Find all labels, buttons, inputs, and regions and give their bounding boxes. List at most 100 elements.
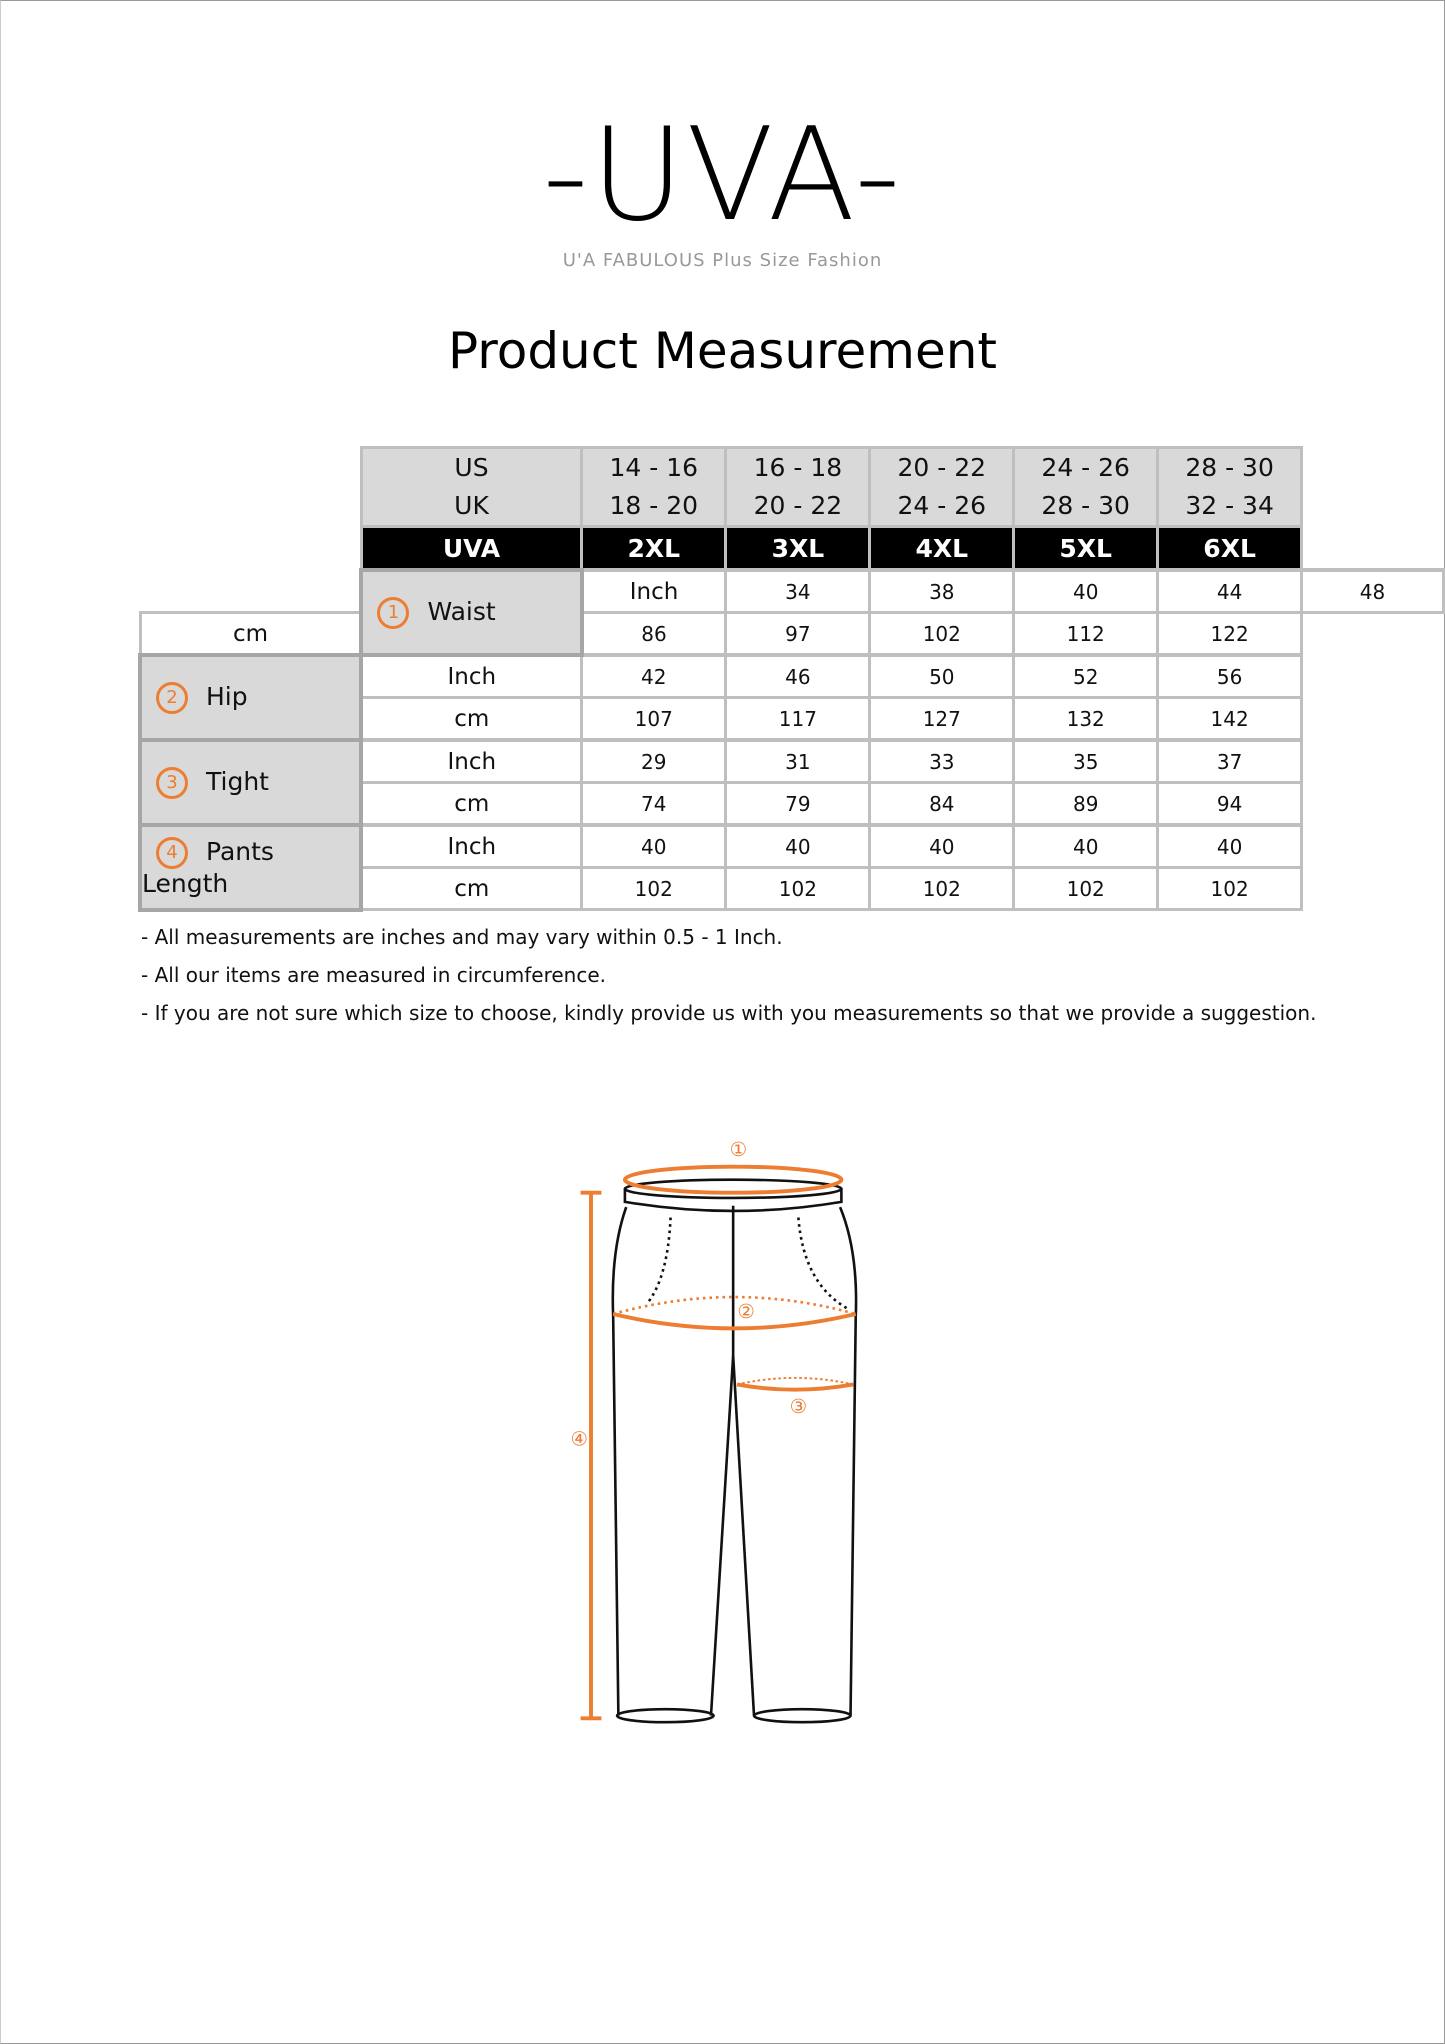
measure-row-cm: cm 102 102 102 102 102 — [140, 866, 1444, 911]
value-cm: 102 — [868, 866, 1016, 911]
uk-size: 20 - 22 — [753, 491, 843, 520]
right-hem — [752, 1707, 852, 1724]
value-inch-text: 40 — [929, 834, 955, 859]
value-inch: 33 — [868, 738, 1016, 784]
value-inch-text: 35 — [1072, 749, 1099, 774]
us-size: 24 - 26 — [1041, 453, 1130, 482]
value-inch: 40 — [724, 823, 872, 869]
value-inch-text: 48 — [1359, 579, 1386, 604]
measure-row-inch: 4 Pants Length Inch 40 40 40 40 40 — [137, 823, 1444, 912]
value-inch: 29 — [580, 738, 728, 784]
unit-inch-text: Inch — [447, 833, 497, 860]
number-badge-icon: 4 — [156, 836, 188, 869]
value-inch: 40 — [1012, 823, 1160, 869]
value-inch: 37 — [1156, 738, 1304, 784]
value-cm-text: 107 — [634, 706, 673, 731]
measure-label: 4 Pants Length — [137, 823, 364, 912]
value-cm-text: 117 — [778, 706, 817, 731]
unit-cm: cm — [359, 866, 584, 911]
measure-row-cm: cm 74 79 84 89 94 — [140, 781, 1444, 827]
value-cm: 132 — [1012, 696, 1160, 742]
uva-size: 2XL — [580, 526, 728, 570]
value-cm-text: 127 — [922, 706, 961, 731]
value-cm-text: 102 — [922, 876, 961, 901]
waist-mark — [622, 1164, 844, 1195]
measure-name: Waist — [427, 596, 496, 626]
value-cm: 84 — [868, 781, 1016, 827]
measure-marks — [580, 1164, 857, 1721]
value-inch-text: 29 — [641, 749, 667, 774]
value-cm: 122 — [1156, 611, 1304, 657]
value-cm-text: 94 — [1216, 791, 1243, 816]
value-inch: 50 — [868, 653, 1016, 699]
header-row: US UK 14 - 16 18 - 20 16 - 18 20 - 22 20 - 22 2… — [140, 446, 1444, 528]
pants-outline — [611, 1178, 858, 1724]
value-inch: 46 — [724, 653, 872, 699]
value-cm-text: 132 — [1066, 706, 1105, 731]
thigh-mark — [736, 1382, 854, 1392]
value-cm-text: 142 — [1210, 706, 1249, 731]
value-cm: 79 — [724, 781, 872, 827]
value-cm: 74 — [580, 781, 728, 827]
measure-label: 3 Tight — [137, 738, 364, 827]
value-cm: 102 — [724, 866, 872, 911]
value-cm-text: 102 — [1066, 876, 1105, 901]
us-size: 16 - 18 — [753, 453, 843, 482]
value-inch: 40 — [580, 823, 728, 869]
uk-label: UK — [454, 491, 489, 520]
value-cm-text: 102 — [1210, 876, 1249, 901]
marker-4: ④ — [570, 1428, 588, 1451]
uva-row: UVA 2XL 3XL 4XL 5XL 6XL — [140, 526, 1444, 570]
thigh-mark-back — [736, 1376, 854, 1386]
right-leg-inner — [731, 1355, 756, 1716]
unit-inch: Inch — [580, 568, 728, 614]
measure-name: Pants Length — [142, 836, 274, 898]
value-cm: 102 — [1156, 866, 1304, 911]
measure-label: 2 Hip — [137, 653, 364, 742]
value-inch-text: 40 — [641, 834, 667, 859]
unit-inch-text: Inch — [629, 578, 679, 605]
value-inch-text: 56 — [1216, 664, 1243, 689]
value-cm-text: 122 — [1210, 621, 1249, 646]
value-cm: 102 — [580, 866, 728, 911]
uva-label: UVA — [359, 526, 584, 570]
uva-size: 3XL — [724, 526, 872, 570]
value-inch-text: 40 — [1072, 579, 1099, 604]
us-size: 20 - 22 — [897, 453, 987, 482]
uva-size: 4XL — [868, 526, 1016, 570]
value-inch-text: 34 — [785, 579, 811, 604]
value-cm: 127 — [868, 696, 1016, 742]
value-cm: 102 — [1012, 866, 1160, 911]
uva-size-text: 6XL — [1203, 533, 1256, 563]
value-cm: 89 — [1012, 781, 1160, 827]
pants-diagram: ① ② ③ ④ — [570, 1138, 858, 1724]
value-cm-text: 89 — [1072, 791, 1099, 816]
number-badge-icon: 1 — [377, 596, 410, 629]
value-cm: 107 — [580, 696, 728, 742]
uva-size-text: 3XL — [771, 533, 825, 563]
value-inch: 34 — [724, 568, 872, 614]
us-size: 14 - 16 — [609, 453, 699, 482]
measure-row-cm: cm 86 97 102 112 122 — [138, 611, 1444, 657]
unit-cm-text: cm — [232, 620, 268, 647]
value-cm: 112 — [1012, 611, 1160, 657]
unit-cm: cm — [359, 781, 584, 827]
uva-label-text: UVA — [442, 533, 501, 563]
uva-size-text: 5XL — [1059, 533, 1112, 563]
length-mark — [580, 1190, 602, 1721]
value-inch-text: 31 — [785, 749, 811, 774]
hip-mark — [612, 1312, 857, 1331]
value-inch-text: 46 — [785, 664, 811, 689]
value-inch: 31 — [724, 738, 872, 784]
us-size: 28 - 30 — [1185, 453, 1274, 482]
measure-row-cm: cm 107 117 127 132 142 — [140, 696, 1444, 742]
value-inch: 40 — [1012, 568, 1160, 614]
uk-size: 28 - 30 — [1041, 491, 1130, 520]
value-inch-text: 40 — [785, 834, 811, 859]
left-hem — [615, 1707, 715, 1724]
measure-name: Tight — [206, 766, 269, 796]
us-label: US — [454, 453, 489, 482]
measure-row-inch: 1 Waist Inch 34 38 40 44 48 — [140, 568, 1445, 657]
unit-cm-text: cm — [454, 705, 490, 732]
value-cm-text: 112 — [1066, 621, 1105, 646]
